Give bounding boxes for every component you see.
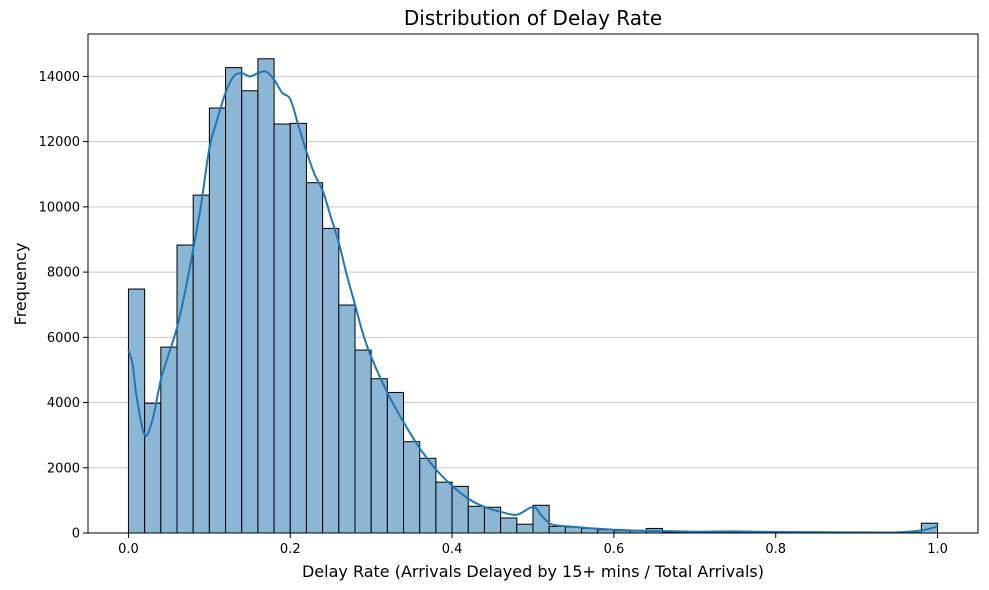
x-tick-label: 0.2 <box>280 542 301 557</box>
x-axis-ticks: 0.0 0.2 0.4 0.6 0.8 1.0 <box>118 533 948 557</box>
histogram-bars <box>127 58 939 534</box>
histogram-bar <box>289 122 307 534</box>
histogram-bar <box>257 58 275 534</box>
x-axis-title: Delay Rate (Arrivals Delayed by 15+ mins… <box>302 562 764 581</box>
y-axis-title: Frequency <box>11 243 30 326</box>
histogram-bar <box>192 194 210 534</box>
y-tick-label: 8000 <box>47 266 80 281</box>
x-tick-label: 0.8 <box>765 542 786 557</box>
histogram-bar <box>354 349 372 534</box>
histogram-bar <box>208 107 227 534</box>
histogram-bar <box>370 378 388 534</box>
histogram-bar <box>548 525 566 534</box>
plot-frame <box>87 33 979 534</box>
histogram-bar <box>127 288 146 534</box>
kde-curve-layer <box>127 70 938 534</box>
x-tick-label: 1.0 <box>927 542 948 557</box>
x-tick-label: 0.0 <box>118 542 139 557</box>
histogram-bar <box>241 90 259 534</box>
kde-curve <box>127 70 938 534</box>
histogram-bar <box>467 505 485 534</box>
y-tick-label: 4000 <box>47 396 80 411</box>
histogram-bar <box>403 441 421 534</box>
chart-title: Distribution of Delay Rate <box>404 6 662 30</box>
y-tick-label: 2000 <box>47 461 80 476</box>
histogram-bar <box>225 67 243 534</box>
histogram-bar <box>322 227 340 534</box>
histogram-bar <box>338 304 356 534</box>
histogram-bar <box>532 504 550 534</box>
y-tick-label: 12000 <box>39 135 80 150</box>
x-tick-label: 0.4 <box>442 542 463 557</box>
y-tick-label: 14000 <box>39 70 80 85</box>
histogram-bar <box>516 523 534 534</box>
histogram-bar <box>144 402 162 534</box>
histogram-bar <box>305 182 324 534</box>
y-tick-label: 0 <box>72 527 80 542</box>
histogram-bar <box>419 457 437 534</box>
y-axis-ticks: 0 2000 4000 6000 8000 10000 12000 14000 <box>39 70 88 542</box>
y-tick-label: 10000 <box>39 200 80 215</box>
y-tick-label: 6000 <box>47 331 80 346</box>
x-tick-label: 0.6 <box>604 542 625 557</box>
histogram-bar <box>160 346 178 534</box>
histogram-bar <box>500 517 518 534</box>
histogram-bar <box>435 481 453 534</box>
histogram-bar <box>386 391 405 534</box>
histogram-bar <box>273 123 291 534</box>
